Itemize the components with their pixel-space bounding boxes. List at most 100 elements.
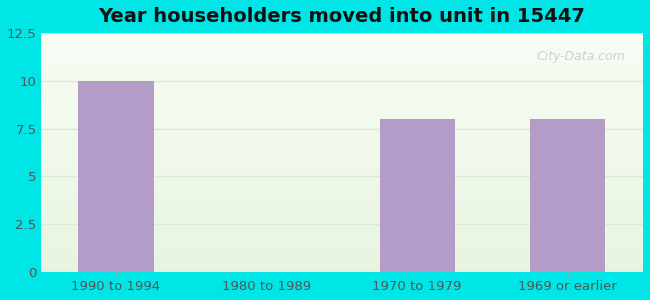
Bar [41, 37, 643, 38]
Bar [41, 213, 643, 214]
Bar [41, 149, 643, 150]
Bar [41, 184, 643, 186]
Bar [41, 89, 643, 90]
Bar [41, 176, 643, 177]
Bar [79, 81, 153, 272]
Bar [41, 173, 643, 174]
Bar [41, 243, 643, 244]
Bar [41, 167, 643, 168]
Bar [41, 262, 643, 263]
Bar [41, 145, 643, 146]
Bar [41, 57, 643, 58]
Bar [41, 64, 643, 65]
Bar [41, 226, 643, 228]
Bar [41, 117, 643, 118]
Bar [41, 201, 643, 202]
Bar [41, 49, 643, 50]
Bar [41, 233, 643, 235]
Bar [41, 178, 643, 180]
Bar [41, 157, 643, 158]
Bar [41, 164, 643, 166]
Bar [41, 122, 643, 123]
Bar [41, 247, 643, 248]
Bar [41, 268, 643, 269]
Bar [41, 67, 643, 68]
Bar [41, 190, 643, 192]
Bar [41, 194, 643, 195]
Bar [41, 69, 643, 70]
Bar [41, 217, 643, 218]
Bar [41, 119, 643, 120]
Bar [41, 265, 643, 266]
Bar [41, 263, 643, 265]
Bar [41, 177, 643, 178]
Bar [41, 33, 643, 34]
Bar [41, 183, 643, 184]
Bar [41, 261, 643, 262]
Bar [41, 170, 643, 172]
Bar [41, 232, 643, 233]
Bar [41, 138, 643, 139]
Bar [41, 112, 643, 113]
Bar [41, 118, 643, 119]
Bar [41, 50, 643, 51]
Bar [41, 136, 643, 137]
Bar [41, 269, 643, 271]
Bar [41, 150, 643, 151]
Bar [41, 82, 643, 83]
Bar [41, 210, 643, 211]
Bar [41, 189, 643, 190]
Bar [41, 271, 643, 272]
Bar [41, 225, 643, 226]
Bar [41, 148, 643, 149]
Bar [41, 253, 643, 254]
Bar [41, 214, 643, 216]
Bar [41, 192, 643, 193]
Bar [41, 132, 643, 133]
Bar [41, 56, 643, 57]
Bar [41, 219, 643, 220]
Title: Year householders moved into unit in 15447: Year householders moved into unit in 154… [98, 7, 586, 26]
Bar [41, 257, 643, 259]
Bar [41, 244, 643, 245]
Bar [41, 175, 643, 176]
Bar [41, 163, 643, 164]
Bar [41, 75, 643, 76]
Bar [41, 92, 643, 93]
Bar [41, 198, 643, 199]
Bar [41, 195, 643, 196]
Bar [41, 155, 643, 156]
Bar [41, 260, 643, 261]
Bar [41, 83, 643, 84]
Bar [41, 78, 643, 80]
Bar [41, 40, 643, 41]
Bar [41, 76, 643, 77]
Bar [41, 90, 643, 92]
Bar [41, 212, 643, 213]
Bar [41, 101, 643, 102]
Bar [41, 39, 643, 40]
Bar [41, 45, 643, 46]
Bar [41, 207, 643, 208]
Bar [41, 35, 643, 37]
Bar [41, 94, 643, 95]
Bar [41, 182, 643, 183]
Bar [41, 255, 643, 256]
Bar [41, 200, 643, 201]
Bar [41, 156, 643, 157]
Bar [41, 65, 643, 67]
Bar [41, 123, 643, 124]
Bar [41, 162, 643, 163]
Bar [41, 106, 643, 107]
Bar [41, 154, 643, 155]
Bar [41, 254, 643, 255]
Bar [41, 180, 643, 181]
Bar [41, 199, 643, 200]
Bar [41, 71, 643, 72]
Bar [41, 102, 643, 104]
Bar [41, 151, 643, 152]
Bar [41, 211, 643, 212]
Bar [41, 202, 643, 204]
Bar [41, 98, 643, 99]
Bar [41, 256, 643, 257]
